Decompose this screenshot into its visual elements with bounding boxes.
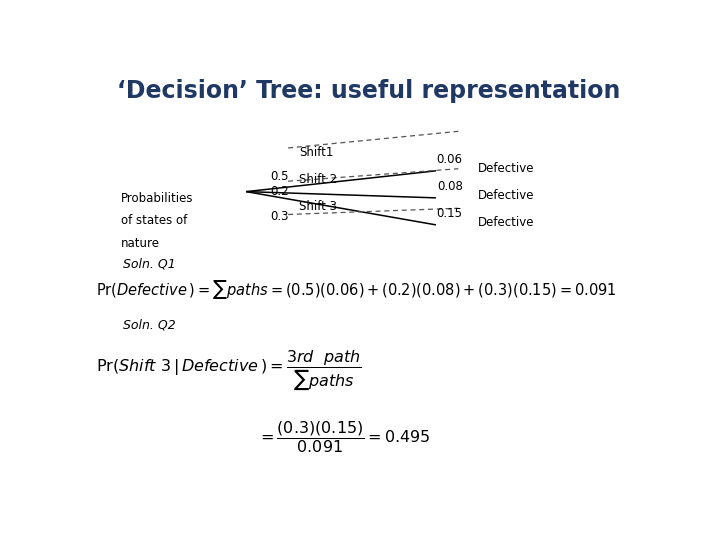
Text: 0.06: 0.06 xyxy=(437,153,463,166)
Text: 0.5: 0.5 xyxy=(270,170,289,183)
Text: Soln. Q1: Soln. Q1 xyxy=(124,258,176,271)
Text: Probabilities: Probabilities xyxy=(121,192,193,205)
Text: Shift1: Shift1 xyxy=(300,146,333,159)
Text: Defective: Defective xyxy=(478,217,534,230)
Text: 0.15: 0.15 xyxy=(437,207,463,220)
Text: of states of: of states of xyxy=(121,214,187,227)
Text: Soln. Q2: Soln. Q2 xyxy=(124,318,176,331)
Text: Shift 2: Shift 2 xyxy=(300,173,338,186)
Text: 0.3: 0.3 xyxy=(270,210,289,223)
Text: Defective: Defective xyxy=(478,190,534,202)
Text: 0.2: 0.2 xyxy=(270,185,289,198)
Text: $\Pr(\mathit{Defective}\,) = \sum \mathit{paths} = (0.5)(0.06) + (0.2)(0.08) + (: $\Pr(\mathit{Defective}\,) = \sum \mathi… xyxy=(96,278,616,301)
Text: $\Pr(\mathit{Shift}\ 3\,|\,\mathit{Defective}\,) =\dfrac{3rd\ \ path}{\sum paths: $\Pr(\mathit{Shift}\ 3\,|\,\mathit{Defec… xyxy=(96,348,361,393)
Text: nature: nature xyxy=(121,238,160,251)
Text: ‘Decision’ Tree: useful representation: ‘Decision’ Tree: useful representation xyxy=(117,79,621,103)
Text: $= \dfrac{(0.3)(0.15)}{0.091} = 0.495$: $= \dfrac{(0.3)(0.15)}{0.091} = 0.495$ xyxy=(258,419,431,455)
Text: Shift 3: Shift 3 xyxy=(300,200,337,213)
Text: 0.08: 0.08 xyxy=(437,180,463,193)
Text: Defective: Defective xyxy=(478,162,534,176)
